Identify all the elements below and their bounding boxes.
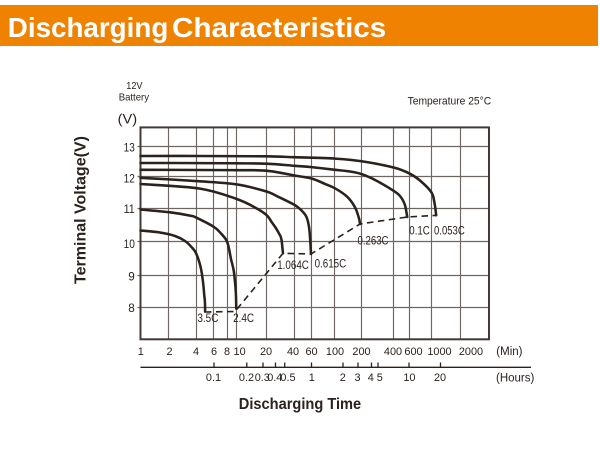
svg-text:(Hours): (Hours) bbox=[496, 373, 535, 385]
svg-text:6: 6 bbox=[211, 346, 217, 358]
svg-text:10: 10 bbox=[124, 238, 136, 251]
svg-text:12V: 12V bbox=[126, 80, 142, 92]
svg-text:0.1: 0.1 bbox=[206, 372, 221, 384]
svg-text:4: 4 bbox=[193, 346, 199, 358]
svg-text:(V): (V) bbox=[118, 110, 138, 126]
svg-text:Battery: Battery bbox=[119, 91, 150, 103]
svg-text:1.064C: 1.064C bbox=[277, 258, 309, 272]
svg-text:60: 60 bbox=[305, 346, 317, 358]
svg-text:0.5: 0.5 bbox=[280, 372, 295, 384]
svg-text:600: 600 bbox=[404, 346, 422, 358]
svg-text:(Min): (Min) bbox=[496, 346, 522, 358]
svg-text:0.4: 0.4 bbox=[267, 372, 282, 384]
svg-text:0.263C: 0.263C bbox=[358, 234, 389, 248]
svg-text:Discharging Time: Discharging Time bbox=[239, 396, 361, 413]
svg-text:20: 20 bbox=[434, 372, 446, 384]
svg-text:10: 10 bbox=[403, 372, 415, 384]
svg-text:10: 10 bbox=[234, 346, 246, 358]
svg-text:1: 1 bbox=[138, 346, 144, 358]
svg-text:9: 9 bbox=[128, 271, 135, 284]
svg-text:1000: 1000 bbox=[427, 346, 451, 358]
svg-text:20: 20 bbox=[260, 346, 272, 358]
svg-text:40: 40 bbox=[287, 346, 299, 358]
svg-text:0.1C: 0.1C bbox=[409, 223, 430, 237]
svg-text:4: 4 bbox=[368, 372, 374, 384]
svg-text:8: 8 bbox=[224, 346, 230, 358]
svg-text:13: 13 bbox=[124, 142, 135, 155]
svg-text:100: 100 bbox=[326, 346, 344, 358]
svg-text:3: 3 bbox=[354, 372, 360, 384]
svg-text:0.615C: 0.615C bbox=[315, 256, 347, 270]
svg-text:Temperature 25°C: Temperature 25°C bbox=[408, 96, 492, 108]
svg-text:1: 1 bbox=[309, 372, 315, 384]
svg-text:2.4C: 2.4C bbox=[233, 311, 254, 325]
svg-text:8: 8 bbox=[128, 302, 135, 315]
svg-text:200: 200 bbox=[352, 346, 370, 358]
svg-text:12: 12 bbox=[124, 172, 135, 185]
svg-text:400: 400 bbox=[384, 346, 402, 358]
svg-text:11: 11 bbox=[124, 203, 135, 216]
svg-text:2: 2 bbox=[340, 372, 346, 384]
svg-text:2: 2 bbox=[166, 346, 172, 358]
svg-text:5: 5 bbox=[377, 372, 383, 384]
svg-text:3.5C: 3.5C bbox=[197, 311, 218, 325]
svg-text:0.2: 0.2 bbox=[239, 372, 254, 384]
svg-text:Terminal Voltage(V): Terminal Voltage(V) bbox=[73, 136, 90, 284]
svg-text:0.3: 0.3 bbox=[255, 372, 270, 384]
svg-text:0.053C: 0.053C bbox=[434, 224, 465, 238]
svg-text:2000: 2000 bbox=[459, 346, 483, 358]
